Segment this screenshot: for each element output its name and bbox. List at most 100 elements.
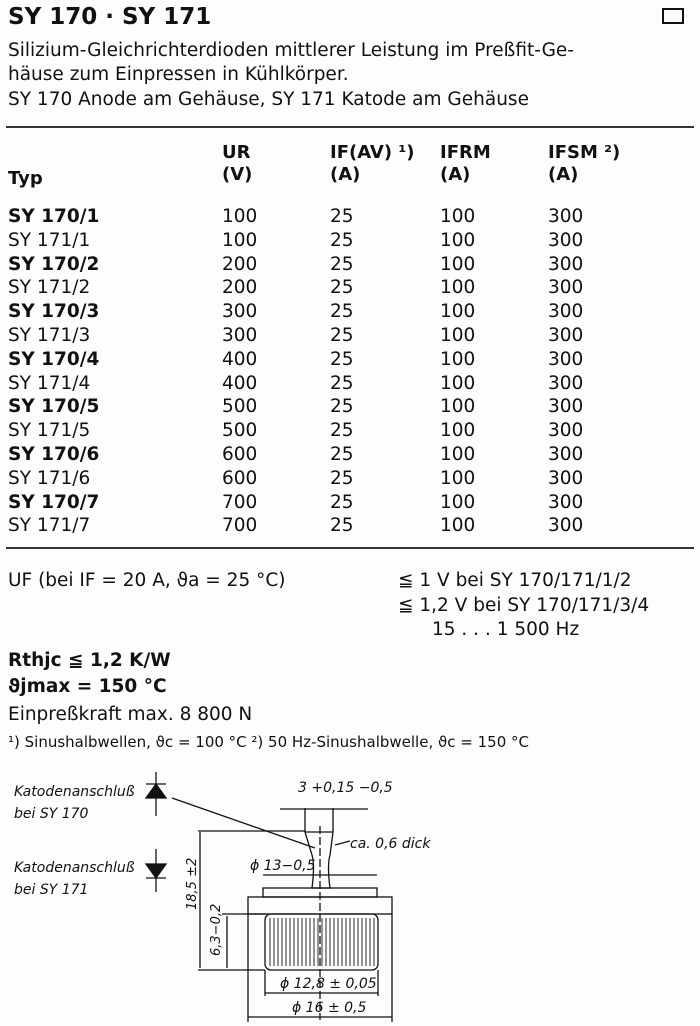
table-row-type: SY 171/1 [8, 229, 91, 251]
frequency-range: 15 . . . 1 500 Hz [432, 619, 580, 640]
table-cell: 200 [222, 277, 258, 299]
table-row-type: SY 171/7 [8, 515, 91, 537]
table-cell: 300 [548, 491, 584, 513]
page-title: SY 170 · SY 171 [8, 4, 212, 30]
table-cell: 25 [330, 444, 354, 465]
table-cell: 300 [548, 206, 584, 227]
table-cell: 600 [222, 467, 258, 489]
uf-value: ≦ 1,2 V bei SY 170/171/3/4 [398, 595, 650, 616]
table-row-type: SY 171/6 [8, 467, 91, 489]
table-cell: 300 [222, 301, 258, 323]
table-row-type: SY 170/6 [8, 444, 100, 465]
table-cell: 100 [222, 206, 258, 227]
table-cell: 25 [330, 253, 354, 275]
header-name: IFSM ²) [548, 142, 621, 163]
table-cell: 100 [440, 372, 476, 394]
table-row-type: SY 171/5 [8, 420, 91, 442]
column-header: UR (V) [222, 142, 252, 186]
table-cell: 25 [330, 515, 354, 537]
table-row-type: SY 170/4 [8, 348, 100, 370]
table-cell: 700 [222, 515, 258, 537]
header-name: IFRM [440, 142, 491, 163]
table-cell: 700 [222, 491, 258, 513]
press-force-spec: Einpreßkraft max. 8 800 N [8, 704, 253, 725]
dim-width: 3 +0,15 −0,5 [298, 780, 393, 796]
diode-symbol-icon [144, 849, 168, 892]
table-cell: 300 [548, 325, 584, 346]
table-cell: 100 [440, 515, 476, 537]
table-cell: 25 [330, 301, 354, 323]
table-cell: 100 [440, 325, 476, 346]
table-cell: 300 [222, 325, 258, 346]
table-cell: 300 [548, 301, 584, 323]
table-row-type: SY 170/5 [8, 396, 100, 418]
table-cell: 100 [440, 253, 476, 275]
dim-height: 18,5 ±2 [185, 858, 200, 910]
rthjc-spec: Rthjc ≦ 1,2 K/W [8, 650, 171, 671]
table-cell: 300 [548, 515, 584, 537]
table-row-type: SY 170/1 [8, 206, 100, 227]
svg-text:bei SY 170: bei SY 170 [14, 806, 89, 822]
table-cell: 25 [330, 420, 354, 442]
table-cell: 100 [440, 229, 476, 251]
table-cell: 500 [222, 396, 258, 418]
table-cell: 25 [330, 348, 354, 370]
column-header: IFRM (A) [440, 142, 491, 186]
table-cell: 100 [440, 348, 476, 370]
table-cell: 300 [548, 444, 584, 465]
table-cell: 400 [222, 372, 258, 394]
tjmax-spec: ϑjmax = 150 °C [8, 676, 167, 697]
table-row-type: SY 171/4 [8, 372, 91, 394]
table-cell: 100 [222, 229, 258, 251]
column-header: IFSM ²) (A) [548, 142, 620, 186]
header-name: Typ [8, 168, 43, 189]
header-unit: (A) [440, 164, 471, 185]
dim-d13: ϕ 13−0,5 [250, 858, 316, 874]
header-unit: (V) [222, 164, 253, 185]
table-cell: 25 [330, 325, 354, 346]
description-line: Silizium-Gleichrichterdioden mittlerer L… [8, 40, 574, 61]
dim-thickness: ca. 0,6 dick [350, 836, 431, 852]
dim-d16: ϕ 16 ± 0,5 [292, 1000, 366, 1016]
uf-value: ≦ 1 V bei SY 170/171/1/2 [398, 570, 632, 591]
table-cell: 300 [548, 396, 584, 418]
table-cell: 100 [440, 467, 476, 489]
label-sy170: Katodenanschluß [14, 784, 135, 800]
table-cell: 400 [222, 348, 258, 370]
table-cell: 300 [548, 253, 584, 275]
table-cell: 100 [440, 420, 476, 442]
table-cell: 300 [548, 372, 584, 394]
header-unit: (A) [330, 164, 361, 185]
table-row-type: SY 171/2 [8, 277, 91, 299]
table-cell: 300 [548, 229, 584, 251]
dim-d128: ϕ 12,8 ± 0,05 [280, 976, 377, 992]
table-cell: 300 [548, 467, 584, 489]
divider [6, 547, 694, 549]
table-cell: 25 [330, 491, 354, 513]
table-row-type: SY 170/3 [8, 301, 100, 323]
box-symbol [662, 8, 684, 24]
description-line: häuse zum Einpressen in Kühlkörper. [8, 64, 349, 85]
table-cell: 100 [440, 396, 476, 418]
table-cell: 25 [330, 277, 354, 299]
dim-h63: 6,3−0,2 [209, 904, 224, 956]
table-cell: 300 [548, 277, 584, 299]
table-cell: 500 [222, 420, 258, 442]
header-name: UR [222, 142, 251, 163]
footnotes: ¹) Sinushalbwellen, ϑc = 100 °C ²) 50 Hz… [8, 733, 529, 751]
divider [6, 126, 694, 128]
table-cell: 100 [440, 277, 476, 299]
table-cell: 25 [330, 467, 354, 489]
table-row-type: SY 170/2 [8, 253, 100, 275]
table-cell: 100 [440, 491, 476, 513]
column-header: Typ [8, 168, 43, 190]
table-cell: 200 [222, 253, 258, 275]
table-cell: 100 [440, 444, 476, 465]
description-line: SY 170 Anode am Gehäuse, SY 171 Katode a… [8, 89, 529, 110]
diode-symbol-icon [144, 772, 168, 816]
table-cell: 25 [330, 229, 354, 251]
uf-label: UF (bei IF = 20 A, ϑa = 25 °C) [8, 570, 286, 591]
package-drawing: Katodenanschluß bei SY 170 Katodenanschl… [14, 772, 431, 1022]
label-sy171: Katodenanschluß [14, 860, 135, 876]
